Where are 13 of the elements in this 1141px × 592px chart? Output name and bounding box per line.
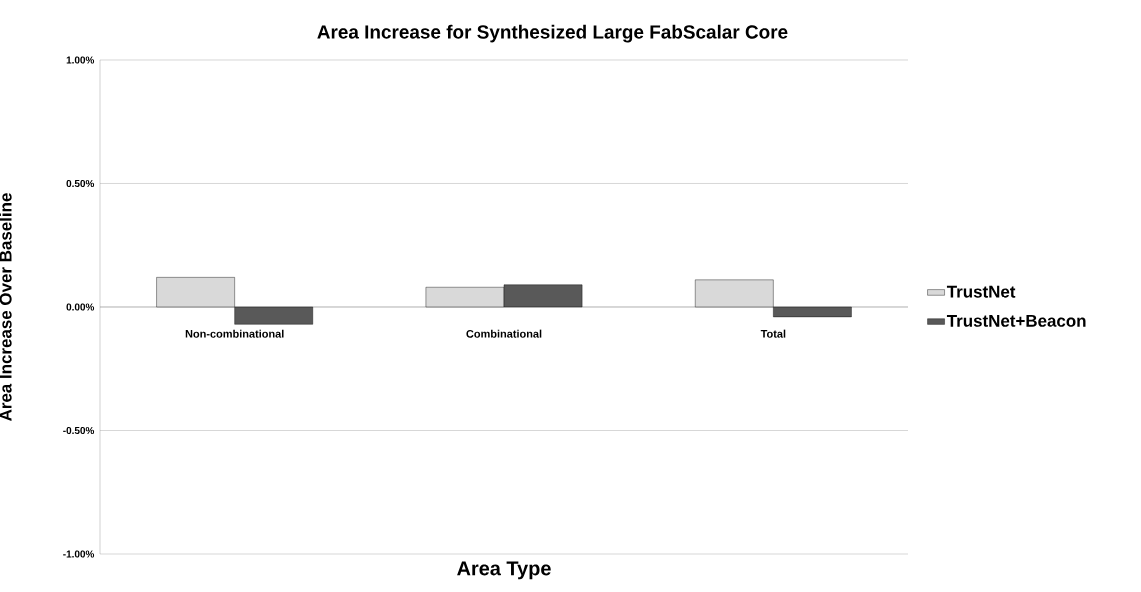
y-tick-label: -1.00% [63,550,95,558]
x-tick-label: Non-combinational [185,329,284,338]
y-axis-title: Area Increase Over Baseline [0,193,12,421]
x-tick-label: Combinational [466,329,542,338]
y-tick-label: 0.00% [66,303,95,311]
y-tick-label: 1.00% [66,56,95,64]
x-axis-title: Area Type [457,561,551,580]
legend-label: TrustNet+Beacon [946,314,1086,327]
x-tick-label: Total [760,329,786,338]
y-tick-label: 0.50% [66,179,95,188]
y-tick-label: -0.50% [63,426,95,435]
legend-label: TrustNet [946,285,1016,298]
chart-title: Area Increase for Synthesized Large FabScalar Core [317,24,788,43]
